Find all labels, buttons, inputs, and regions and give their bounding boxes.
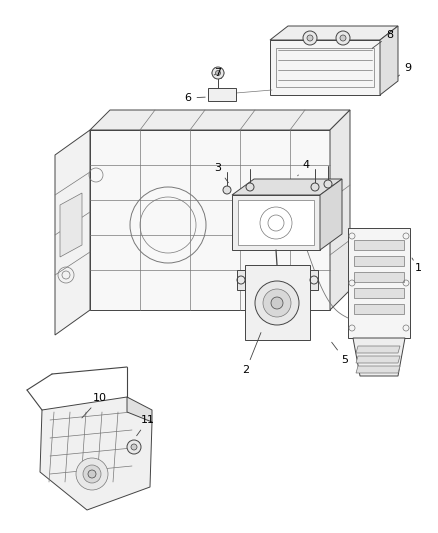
- Polygon shape: [208, 88, 236, 101]
- Polygon shape: [238, 200, 314, 245]
- Polygon shape: [270, 40, 380, 95]
- Circle shape: [76, 458, 108, 490]
- Polygon shape: [245, 265, 310, 340]
- Circle shape: [303, 31, 317, 45]
- Polygon shape: [232, 195, 320, 250]
- Polygon shape: [356, 346, 400, 353]
- Circle shape: [336, 31, 350, 45]
- Circle shape: [307, 35, 313, 41]
- Text: 10: 10: [82, 393, 107, 418]
- Text: 8: 8: [372, 30, 394, 49]
- Text: 1: 1: [412, 258, 421, 273]
- Circle shape: [223, 186, 231, 194]
- Circle shape: [127, 440, 141, 454]
- Polygon shape: [354, 240, 404, 250]
- Bar: [276, 48, 374, 87]
- Text: 11: 11: [137, 415, 155, 436]
- Polygon shape: [356, 366, 400, 373]
- Text: 6: 6: [184, 93, 205, 103]
- Circle shape: [324, 180, 332, 188]
- Polygon shape: [90, 110, 350, 130]
- Circle shape: [271, 297, 283, 309]
- Polygon shape: [320, 179, 342, 250]
- Text: 2: 2: [243, 333, 261, 375]
- Polygon shape: [237, 270, 245, 290]
- Circle shape: [88, 470, 96, 478]
- Text: 7: 7: [214, 68, 222, 78]
- Text: 3: 3: [215, 163, 228, 183]
- Circle shape: [212, 67, 224, 79]
- Text: 9: 9: [398, 63, 412, 76]
- Polygon shape: [330, 110, 350, 310]
- Polygon shape: [354, 288, 404, 298]
- Polygon shape: [354, 256, 404, 266]
- Polygon shape: [40, 397, 152, 510]
- Polygon shape: [353, 338, 405, 376]
- Polygon shape: [127, 397, 152, 422]
- Circle shape: [340, 35, 346, 41]
- Circle shape: [131, 444, 137, 450]
- Polygon shape: [270, 26, 398, 40]
- Circle shape: [311, 183, 319, 191]
- Circle shape: [215, 70, 220, 76]
- Polygon shape: [354, 304, 404, 314]
- Circle shape: [255, 281, 299, 325]
- Polygon shape: [310, 270, 318, 290]
- Polygon shape: [232, 179, 342, 195]
- Polygon shape: [90, 130, 330, 310]
- Circle shape: [246, 183, 254, 191]
- Circle shape: [263, 289, 291, 317]
- Circle shape: [83, 465, 101, 483]
- Polygon shape: [348, 228, 410, 338]
- Polygon shape: [55, 130, 90, 335]
- Polygon shape: [356, 356, 400, 363]
- Polygon shape: [380, 26, 398, 95]
- Polygon shape: [60, 193, 82, 257]
- Text: 4: 4: [298, 160, 310, 176]
- Text: 5: 5: [332, 342, 349, 365]
- Polygon shape: [354, 272, 404, 282]
